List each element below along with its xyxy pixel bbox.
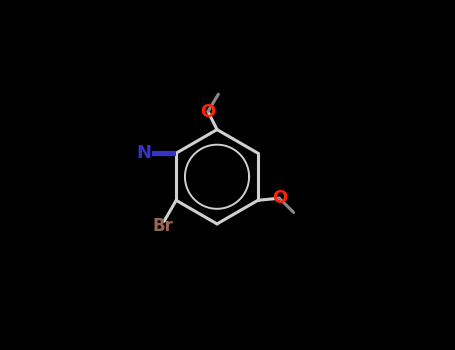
Text: Br: Br (152, 217, 173, 235)
Text: O: O (200, 103, 216, 120)
Text: O: O (272, 189, 287, 207)
Text: N: N (137, 144, 152, 162)
